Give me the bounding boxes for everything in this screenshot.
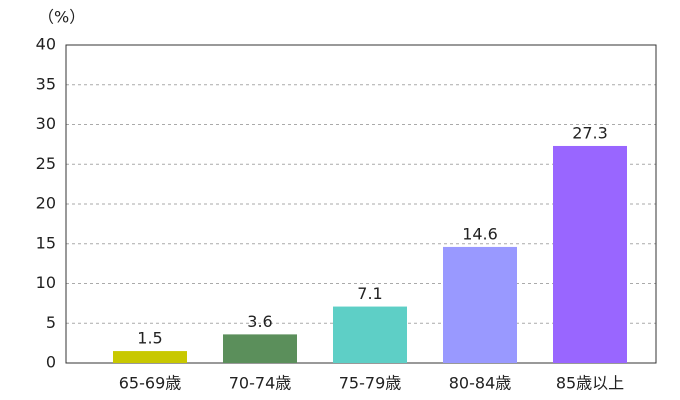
y-tick-label: 35 (36, 74, 56, 93)
y-tick-label: 20 (36, 194, 56, 213)
bar (553, 145, 627, 363)
y-tick-label: 25 (36, 154, 56, 173)
data-label: 1.5 (137, 329, 162, 348)
y-tick-label: 40 (36, 35, 56, 54)
x-tick-label: 65-69歳 (119, 374, 182, 393)
bar (333, 306, 407, 363)
bar (113, 351, 187, 363)
data-label: 7.1 (357, 284, 382, 303)
y-tick-label: 5 (46, 313, 56, 332)
data-label: 3.6 (247, 312, 272, 331)
x-tick-label: 85歳以上 (556, 374, 624, 393)
y-tick-label: 15 (36, 233, 56, 252)
data-label: 27.3 (572, 123, 608, 142)
data-label: 14.6 (462, 224, 498, 243)
bar (443, 246, 517, 363)
y-tick-label: 0 (46, 353, 56, 372)
bar (223, 334, 297, 363)
x-tick-label: 80-84歳 (449, 374, 512, 393)
x-tick-label: 75-79歳 (339, 374, 402, 393)
x-tick-label: 70-74歳 (229, 374, 292, 393)
y-tick-label: 10 (36, 273, 56, 292)
y-tick-label: 30 (36, 114, 56, 133)
y-axis-label: （%） (38, 8, 85, 27)
